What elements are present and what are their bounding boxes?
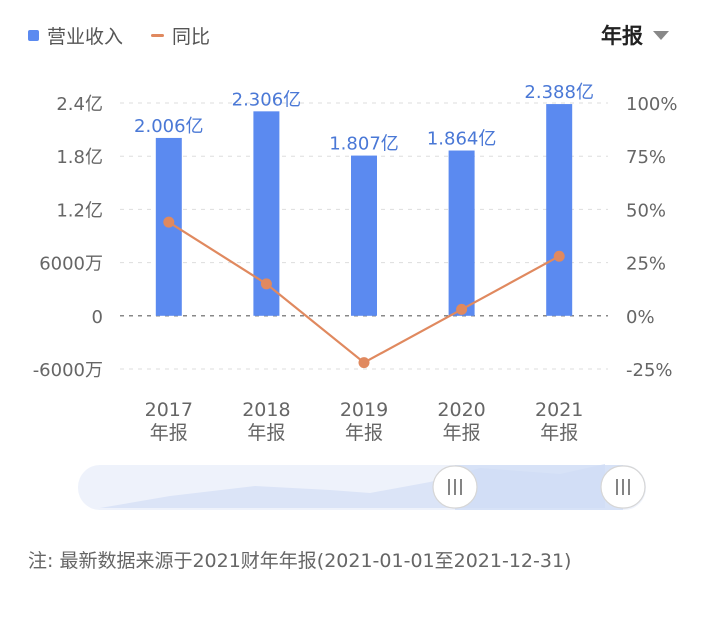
legend-label-yoy: 同比 (172, 26, 211, 48)
yoy-point (163, 216, 175, 228)
yoy-point (456, 303, 468, 315)
bar (546, 104, 573, 316)
bar-data-label: 2.006亿 (134, 116, 204, 137)
y-right-tick-label: 100% (626, 94, 677, 115)
y-left-tick-label: 1.2亿 (56, 200, 103, 221)
y-right-tick-label: 25% (626, 254, 666, 275)
data-source-note: 注: 最新数据来源于2021财年年报(2021-01-01至2021-12-31… (28, 550, 572, 572)
range-slider-selection (455, 465, 623, 510)
legend-label-revenue: 营业收入 (47, 26, 124, 48)
bar (351, 155, 377, 316)
bar-data-label: 1.864亿 (427, 129, 497, 150)
x-tick-label: 2017 年报 (145, 399, 193, 444)
yoy-point (260, 278, 272, 290)
y-right-tick-label: 0% (626, 307, 655, 328)
bar-data-label: 2.388亿 (524, 82, 594, 103)
bar-data-label: 2.306亿 (232, 89, 302, 110)
legend: 营业收入 同比 (28, 22, 228, 49)
x-tick-label: 2019 年报 (340, 399, 388, 444)
chevron-down-icon (653, 30, 669, 40)
y-left-tick-label: -6000万 (33, 360, 103, 381)
bar (448, 150, 475, 316)
legend-item-revenue[interactable]: 营业收入 (28, 22, 123, 49)
y-right-tick-label: -25% (626, 360, 673, 381)
y-right-tick-label: 50% (626, 200, 666, 221)
x-tick-label: 2018 年报 (242, 399, 290, 444)
x-tick-label: 2021 年报 (535, 399, 583, 444)
period-selector[interactable]: 年报 (601, 20, 669, 50)
legend-bar-swatch (28, 30, 39, 41)
revenue-chart: 2.4亿 1.8亿 1.2亿 6000万 0 -6000万 100% 75% 50% 25% 0% -… (33, 82, 677, 510)
x-tick-label: 2020 年报 (437, 399, 485, 444)
yoy-point (358, 357, 370, 369)
yoy-point (553, 250, 565, 262)
legend-line-swatch (151, 34, 165, 37)
y-left-tick-label: 1.8亿 (56, 147, 103, 168)
y-right-tick-label: 75% (626, 147, 666, 168)
y-left-tick-label: 2.4亿 (56, 94, 103, 115)
y-left-tick-label: 6000万 (39, 254, 103, 275)
period-selector-label: 年报 (601, 24, 643, 48)
y-left-tick-label: 0 (92, 307, 103, 328)
bar-data-label: 1.807亿 (329, 134, 399, 155)
legend-item-yoy[interactable]: 同比 (151, 22, 210, 49)
